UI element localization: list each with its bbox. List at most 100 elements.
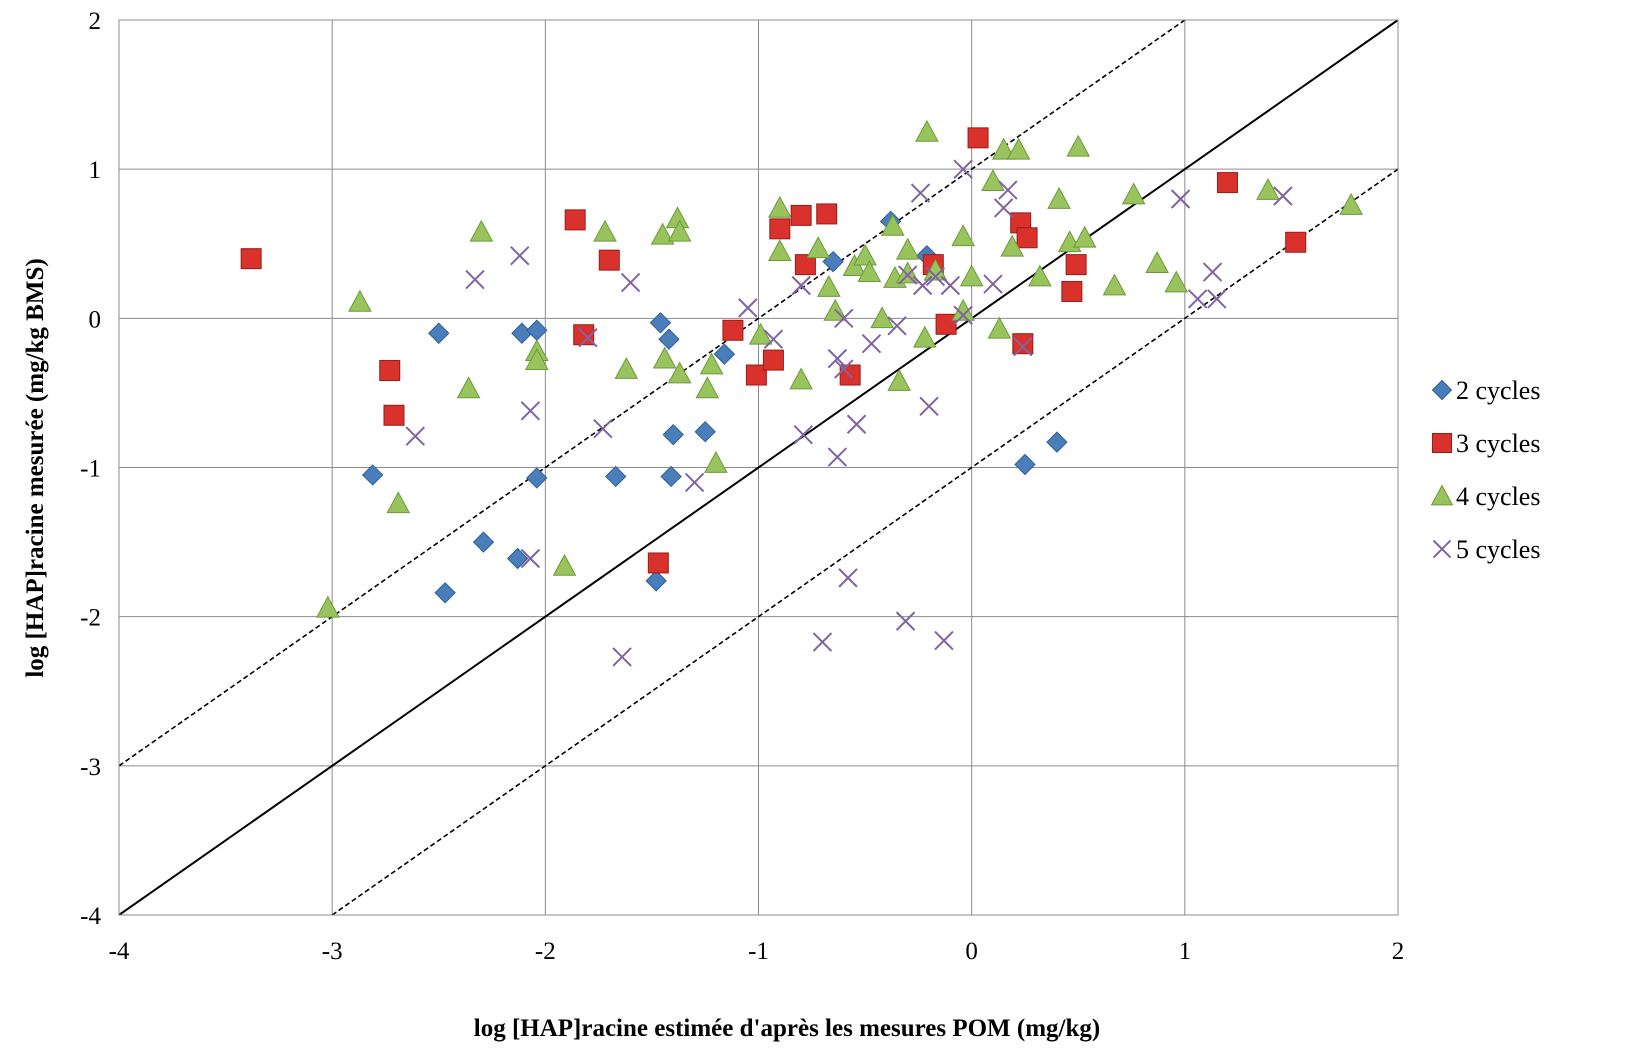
- data-point-3-cycles: [647, 552, 669, 574]
- data-point-2-cycles: [428, 322, 450, 344]
- data-point-5-cycles: [1207, 289, 1227, 309]
- legend-label-4-cycles: 4 cycles: [1456, 482, 1540, 511]
- data-point-4-cycles: [806, 236, 831, 259]
- data-point-4-cycles: [1028, 264, 1052, 287]
- legend-marker-2-cycles: [1431, 379, 1453, 401]
- data-point-4-cycles: [1164, 270, 1189, 293]
- data-point-5-cycles: [520, 401, 541, 421]
- plot-border: [118, 19, 1399, 916]
- data-point-2-cycles: [658, 328, 680, 350]
- data-point-4-cycles: [981, 169, 1005, 191]
- data-point-4-cycles: [316, 595, 340, 618]
- data-point-5-cycles: [578, 328, 598, 348]
- data-point-3-cycles: [762, 349, 784, 371]
- legend-label-2-cycles: 2 cycles: [1456, 376, 1540, 405]
- data-point-4-cycles: [959, 264, 984, 287]
- data-point-5-cycles: [846, 414, 867, 434]
- data-point-5-cycles: [510, 245, 530, 266]
- data-point-4-cycles: [1256, 177, 1280, 200]
- data-point-5-cycles: [812, 632, 833, 652]
- data-point-5-cycles: [953, 305, 973, 326]
- data-point-3-cycles: [769, 218, 791, 240]
- data-point-2-cycles: [511, 322, 533, 344]
- data-point-3-cycles: [1216, 172, 1238, 194]
- data-point-4-cycles: [652, 346, 677, 369]
- data-point-3-cycles: [383, 404, 405, 426]
- data-point-5-cycles: [993, 198, 1014, 218]
- data-point-5-cycles: [793, 424, 813, 445]
- data-point-4-cycles: [667, 361, 692, 384]
- data-point-3-cycles: [967, 127, 989, 149]
- data-point-4-cycles: [915, 119, 939, 142]
- data-point-4-cycles: [767, 239, 792, 262]
- data-point-5-cycles: [887, 316, 907, 336]
- data-point-5-cycles: [983, 274, 1003, 294]
- x-tick-label: -1: [748, 938, 769, 965]
- data-point-3-cycles: [1012, 333, 1034, 355]
- legend-label-3-cycles: 3 cycles: [1456, 429, 1540, 458]
- data-point-3-cycles: [1285, 231, 1307, 253]
- data-point-5-cycles: [925, 266, 946, 287]
- y-tick-label: 2: [89, 8, 102, 35]
- data-point-4-cycles: [456, 376, 481, 399]
- data-point-4-cycles: [1145, 251, 1169, 273]
- data-point-3-cycles: [935, 313, 957, 335]
- identity-line: [118, 19, 1399, 916]
- data-point-4-cycles: [853, 243, 877, 266]
- data-point-4-cycles: [895, 261, 920, 284]
- data-point-2-cycles: [434, 582, 456, 604]
- data-point-3-cycles: [1016, 227, 1038, 249]
- data-point-5-cycles: [919, 396, 939, 417]
- data-point-4-cycles: [348, 289, 372, 312]
- y-tick-label: -3: [80, 754, 101, 781]
- data-point-3-cycles: [379, 360, 401, 382]
- data-point-3-cycles: [1065, 254, 1087, 276]
- data-point-4-cycles: [524, 348, 549, 370]
- data-point-4-cycles: [667, 219, 692, 242]
- data-point-4-cycles: [895, 237, 920, 260]
- data-point-2-cycles: [694, 420, 716, 443]
- data-point-5-cycles: [912, 275, 933, 296]
- x-tick-label: 0: [965, 938, 978, 965]
- data-point-4-cycles: [951, 298, 975, 321]
- data-point-4-cycles: [1339, 192, 1363, 215]
- data-point-4-cycles: [1047, 186, 1071, 209]
- data-point-4-cycles: [1006, 137, 1031, 160]
- data-point-5-cycles: [1013, 336, 1033, 357]
- data-point-4-cycles: [912, 325, 937, 348]
- data-point-3-cycles: [816, 203, 838, 225]
- data-point-5-cycles: [940, 275, 961, 296]
- data-point-5-cycles: [1187, 289, 1208, 309]
- data-point-5-cycles: [998, 180, 1018, 200]
- data-point-4-cycles: [593, 219, 617, 242]
- data-point-5-cycles: [861, 333, 882, 354]
- data-point-5-cycles: [763, 329, 784, 349]
- x-tick-label: -3: [322, 938, 343, 965]
- data-point-5-cycles: [612, 647, 632, 667]
- data-point-3-cycles: [745, 364, 767, 386]
- legend-label-5-cycles: 5 cycles: [1456, 535, 1540, 564]
- data-point-4-cycles: [987, 316, 1012, 339]
- y-tick-label: 1: [89, 157, 102, 184]
- legend: 2 cycles 3 cycles 4 cycles 5 cycles: [1430, 376, 1540, 564]
- data-markers: [240, 119, 1363, 667]
- y-axis-label: log [HAP]racine mesurée (mg/kg BMS): [22, 258, 49, 677]
- data-point-2-cycles: [361, 464, 384, 486]
- data-point-5-cycles: [895, 611, 916, 631]
- data-point-5-cycles: [898, 265, 918, 285]
- data-point-2-cycles: [1046, 431, 1068, 453]
- legend-marker-3-cycles: [1432, 433, 1452, 453]
- data-point-4-cycles: [817, 274, 841, 297]
- x-tick-label: -2: [535, 938, 556, 965]
- data-point-5-cycles: [834, 308, 854, 329]
- data-point-2-cycles: [645, 570, 667, 592]
- y-tick-label: -2: [80, 605, 101, 632]
- data-point-5-cycles: [620, 272, 641, 293]
- data-point-5-cycles: [827, 348, 848, 369]
- data-point-4-cycles: [695, 376, 720, 399]
- data-point-5-cycles: [593, 419, 613, 439]
- data-point-4-cycles: [1000, 234, 1025, 257]
- data-point-2-cycles: [660, 465, 682, 488]
- data-point-5-cycles: [1273, 186, 1293, 206]
- data-point-4-cycles: [767, 195, 792, 218]
